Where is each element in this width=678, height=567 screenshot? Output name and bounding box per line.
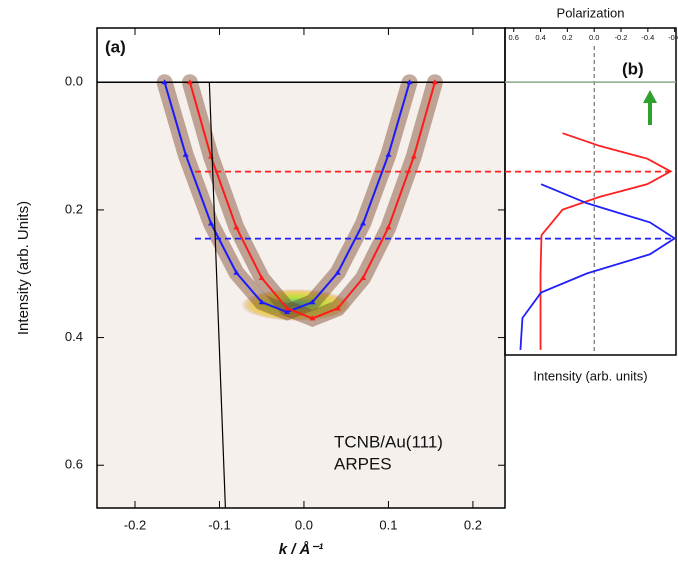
- fit-line: [208, 82, 226, 509]
- x-tick-label: -0.4: [641, 33, 654, 42]
- data-point: [431, 79, 438, 85]
- x-tick-label: -0.1: [208, 517, 230, 532]
- arrow-head: [643, 90, 657, 103]
- data-point: [410, 153, 417, 159]
- x-tick-label: 0.2: [562, 33, 572, 42]
- data-point: [309, 299, 316, 305]
- polarization-fit: [539, 132, 673, 350]
- data-point: [284, 305, 291, 311]
- panel-title: Polarization: [557, 5, 625, 20]
- data-point: [233, 224, 240, 230]
- panel-b-frame: [504, 27, 677, 356]
- data-point: [258, 274, 265, 280]
- annotation: TCNB/Au(111): [334, 432, 443, 451]
- data-point: [406, 79, 413, 85]
- data-point: [182, 151, 189, 157]
- data-point: [334, 305, 341, 311]
- data-point: [385, 151, 392, 157]
- y-tick-label: 0.6: [65, 457, 83, 472]
- y-axis-label: Intensity (arb. Units): [15, 201, 32, 335]
- data-point: [360, 274, 367, 280]
- x-tick-label: 0.4: [535, 33, 545, 42]
- x-tick-label: -0.2: [124, 517, 146, 532]
- data-point: [284, 309, 291, 315]
- data-point: [161, 79, 168, 85]
- x-tick-label: 0.0: [589, 33, 599, 42]
- data-point: [360, 220, 367, 226]
- x-axis-label: Intensity (arb. units): [533, 368, 647, 383]
- y-tick-label: 0.4: [65, 329, 83, 344]
- data-point: [186, 79, 193, 85]
- panel-label: (a): [105, 37, 126, 56]
- data-point: [233, 269, 240, 275]
- data-point: [309, 315, 316, 321]
- x-axis-label: k / Å⁻¹: [279, 541, 324, 558]
- data-point: [385, 224, 392, 230]
- annotation: ARPES: [334, 454, 392, 473]
- polarization-fit: [519, 183, 677, 350]
- x-tick-label: -0.2: [615, 33, 628, 42]
- x-tick-label: 0.2: [464, 517, 482, 532]
- x-tick-label: 0.1: [379, 517, 397, 532]
- panel-label: (b): [622, 59, 644, 78]
- x-tick-label: 0.6: [508, 33, 518, 42]
- data-point: [208, 220, 215, 226]
- x-tick-label: 0.0: [295, 517, 313, 532]
- x-tick-label: -0.6: [668, 33, 678, 42]
- data-point: [258, 299, 265, 305]
- y-tick-label: 0.2: [65, 201, 83, 216]
- y-tick-label: 0.0: [65, 74, 83, 89]
- data-point: [334, 269, 341, 275]
